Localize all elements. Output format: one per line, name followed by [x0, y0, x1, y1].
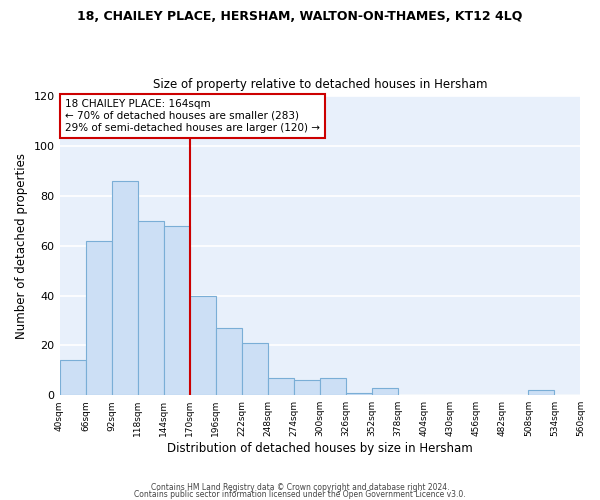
Text: Contains HM Land Registry data © Crown copyright and database right 2024.: Contains HM Land Registry data © Crown c… — [151, 484, 449, 492]
Bar — [59, 360, 86, 395]
Text: Contains public sector information licensed under the Open Government Licence v3: Contains public sector information licen… — [134, 490, 466, 499]
Bar — [190, 296, 216, 395]
Title: Size of property relative to detached houses in Hersham: Size of property relative to detached ho… — [153, 78, 487, 91]
Bar — [268, 378, 294, 395]
Bar — [216, 328, 242, 395]
Y-axis label: Number of detached properties: Number of detached properties — [15, 153, 28, 339]
Bar — [320, 378, 346, 395]
Text: 18, CHAILEY PLACE, HERSHAM, WALTON-ON-THAMES, KT12 4LQ: 18, CHAILEY PLACE, HERSHAM, WALTON-ON-TH… — [77, 10, 523, 23]
Bar — [346, 392, 372, 395]
Bar — [294, 380, 320, 395]
Text: 18 CHAILEY PLACE: 164sqm
← 70% of detached houses are smaller (283)
29% of semi-: 18 CHAILEY PLACE: 164sqm ← 70% of detach… — [65, 100, 320, 132]
Bar — [242, 343, 268, 395]
Bar — [164, 226, 190, 395]
Bar — [86, 241, 112, 395]
X-axis label: Distribution of detached houses by size in Hersham: Distribution of detached houses by size … — [167, 442, 473, 455]
Bar — [529, 390, 554, 395]
Bar — [137, 221, 164, 395]
Bar — [372, 388, 398, 395]
Bar — [112, 181, 137, 395]
